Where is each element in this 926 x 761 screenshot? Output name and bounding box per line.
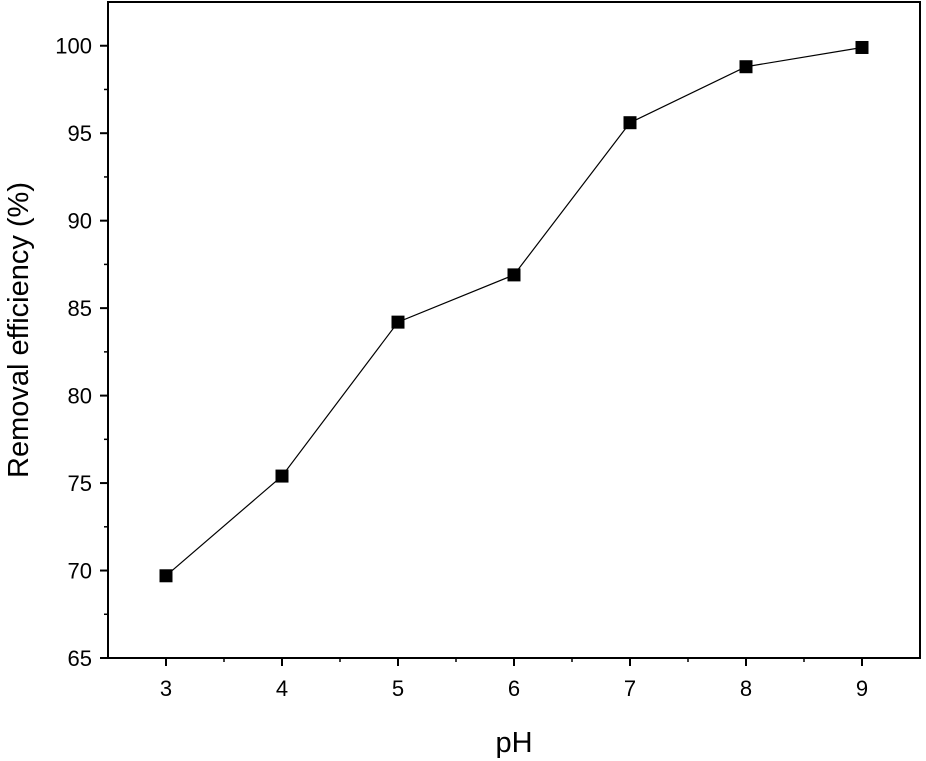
plot-frame: [107, 1, 921, 659]
x-axis-title: pH: [495, 727, 532, 759]
x-tick-label: 9: [856, 676, 868, 701]
data-point-marker: [855, 40, 869, 54]
data-point-marker: [739, 60, 753, 74]
data-point-marker: [623, 116, 637, 130]
x-tick-label: 5: [392, 676, 404, 701]
x-tick-label: 8: [740, 676, 752, 701]
x-tick-label: 3: [160, 676, 172, 701]
data-point-marker: [159, 569, 173, 583]
y-axis-ticks: 65 70 75 80 85 90 95 100: [55, 34, 108, 671]
x-tick-label: 7: [624, 676, 636, 701]
data-markers: [159, 40, 869, 583]
data-point-marker: [275, 469, 289, 483]
y-tick-label: 95: [68, 121, 92, 146]
y-tick-label: 75: [68, 471, 92, 496]
x-tick-label: 4: [276, 676, 288, 701]
x-tick-label: 6: [508, 676, 520, 701]
data-point-marker: [391, 315, 405, 329]
series-line: [165, 46, 863, 577]
x-axis-ticks: 3 4 5 6 7 8 9: [160, 658, 868, 701]
y-tick-label: 65: [68, 646, 92, 671]
y-tick-label: 100: [55, 34, 92, 59]
y-tick-label: 80: [68, 384, 92, 409]
y-tick-label: 70: [68, 559, 92, 584]
data-point-marker: [507, 268, 521, 282]
y-axis-title: Removal efficiency (%): [3, 182, 35, 478]
y-tick-label: 85: [68, 296, 92, 321]
y-tick-label: 90: [68, 209, 92, 234]
